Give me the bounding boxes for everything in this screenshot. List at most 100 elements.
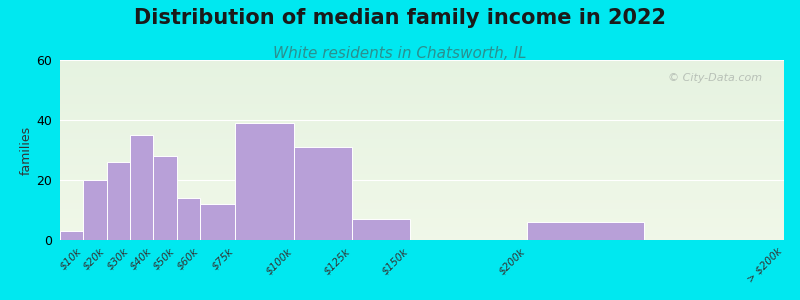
Bar bbox=[60, 225, 784, 226]
Bar bbox=[60, 151, 784, 152]
Bar bbox=[60, 153, 784, 154]
Bar bbox=[60, 73, 784, 74]
Bar bbox=[60, 124, 784, 125]
Bar bbox=[60, 220, 784, 221]
Bar bbox=[60, 162, 784, 163]
Bar bbox=[60, 154, 784, 155]
Bar bbox=[60, 110, 784, 111]
Bar bbox=[60, 218, 784, 219]
Bar bbox=[154, 156, 177, 240]
Bar bbox=[60, 62, 784, 63]
Bar bbox=[130, 135, 154, 240]
Bar bbox=[60, 172, 784, 173]
Bar bbox=[60, 168, 784, 169]
Bar bbox=[60, 128, 784, 129]
Bar bbox=[60, 136, 784, 137]
Bar bbox=[60, 212, 784, 213]
Bar bbox=[60, 237, 784, 238]
Bar bbox=[60, 205, 784, 206]
Bar bbox=[60, 76, 784, 77]
Bar bbox=[60, 200, 784, 201]
Bar bbox=[60, 207, 784, 208]
Bar bbox=[60, 203, 784, 204]
Bar bbox=[60, 164, 784, 165]
Bar bbox=[60, 184, 784, 185]
Bar bbox=[60, 80, 784, 81]
Bar bbox=[235, 123, 294, 240]
Bar bbox=[60, 121, 784, 122]
Bar bbox=[60, 177, 784, 178]
Bar bbox=[60, 170, 784, 171]
Bar bbox=[60, 180, 784, 181]
Bar bbox=[60, 228, 784, 229]
Bar bbox=[60, 175, 784, 176]
Bar bbox=[60, 196, 784, 197]
Bar bbox=[60, 174, 784, 175]
Text: Distribution of median family income in 2022: Distribution of median family income in … bbox=[134, 8, 666, 28]
Bar bbox=[60, 165, 784, 166]
Bar bbox=[60, 102, 784, 103]
Bar bbox=[60, 72, 784, 73]
Bar bbox=[60, 85, 784, 86]
Bar bbox=[60, 97, 784, 98]
Bar bbox=[60, 158, 784, 159]
Bar bbox=[60, 103, 784, 104]
Bar bbox=[60, 74, 784, 75]
Bar bbox=[60, 82, 784, 83]
Bar bbox=[60, 142, 784, 143]
Bar bbox=[60, 99, 784, 100]
Bar bbox=[60, 179, 784, 180]
Text: White residents in Chatsworth, IL: White residents in Chatsworth, IL bbox=[274, 46, 526, 62]
Bar bbox=[60, 152, 784, 153]
Bar bbox=[60, 91, 784, 92]
Bar bbox=[60, 78, 784, 79]
Bar bbox=[60, 84, 784, 85]
Text: © City-Data.com: © City-Data.com bbox=[668, 73, 762, 82]
Bar bbox=[60, 181, 784, 182]
Bar bbox=[60, 194, 784, 195]
Bar bbox=[60, 70, 784, 71]
Bar bbox=[60, 229, 784, 230]
Bar bbox=[60, 98, 784, 99]
Bar bbox=[60, 100, 784, 101]
Bar bbox=[60, 161, 784, 162]
Bar bbox=[60, 68, 784, 69]
Bar bbox=[60, 109, 784, 110]
Bar bbox=[60, 93, 784, 94]
Bar bbox=[200, 204, 235, 240]
Bar bbox=[60, 132, 784, 133]
Bar bbox=[60, 107, 784, 108]
Bar bbox=[60, 182, 784, 183]
Bar bbox=[60, 173, 784, 174]
Bar bbox=[177, 198, 200, 240]
Bar bbox=[60, 222, 784, 223]
Bar bbox=[60, 210, 784, 211]
Bar bbox=[60, 157, 784, 158]
Bar bbox=[60, 82, 784, 83]
Bar bbox=[60, 226, 784, 227]
Bar bbox=[60, 185, 784, 186]
Bar bbox=[60, 178, 784, 179]
Bar bbox=[60, 163, 784, 164]
Bar bbox=[60, 130, 784, 131]
Bar bbox=[60, 137, 784, 138]
Bar bbox=[60, 118, 784, 119]
Bar bbox=[60, 116, 784, 117]
Bar bbox=[60, 145, 784, 146]
Bar bbox=[60, 208, 784, 209]
Bar bbox=[60, 143, 784, 144]
Bar bbox=[60, 111, 784, 112]
Bar bbox=[60, 167, 784, 168]
Bar bbox=[60, 140, 784, 141]
Bar bbox=[60, 125, 784, 126]
Bar bbox=[83, 180, 106, 240]
Bar bbox=[60, 83, 784, 84]
Bar bbox=[60, 71, 784, 72]
Bar bbox=[60, 213, 784, 214]
Bar bbox=[60, 232, 784, 233]
Bar bbox=[60, 114, 784, 115]
Bar bbox=[60, 88, 784, 89]
Bar bbox=[60, 206, 784, 207]
Bar bbox=[60, 149, 784, 150]
Bar bbox=[60, 65, 784, 66]
